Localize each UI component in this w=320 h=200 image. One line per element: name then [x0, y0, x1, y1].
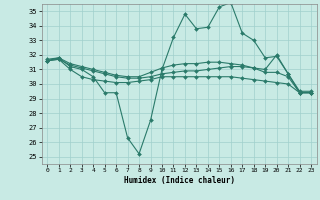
X-axis label: Humidex (Indice chaleur): Humidex (Indice chaleur): [124, 176, 235, 185]
